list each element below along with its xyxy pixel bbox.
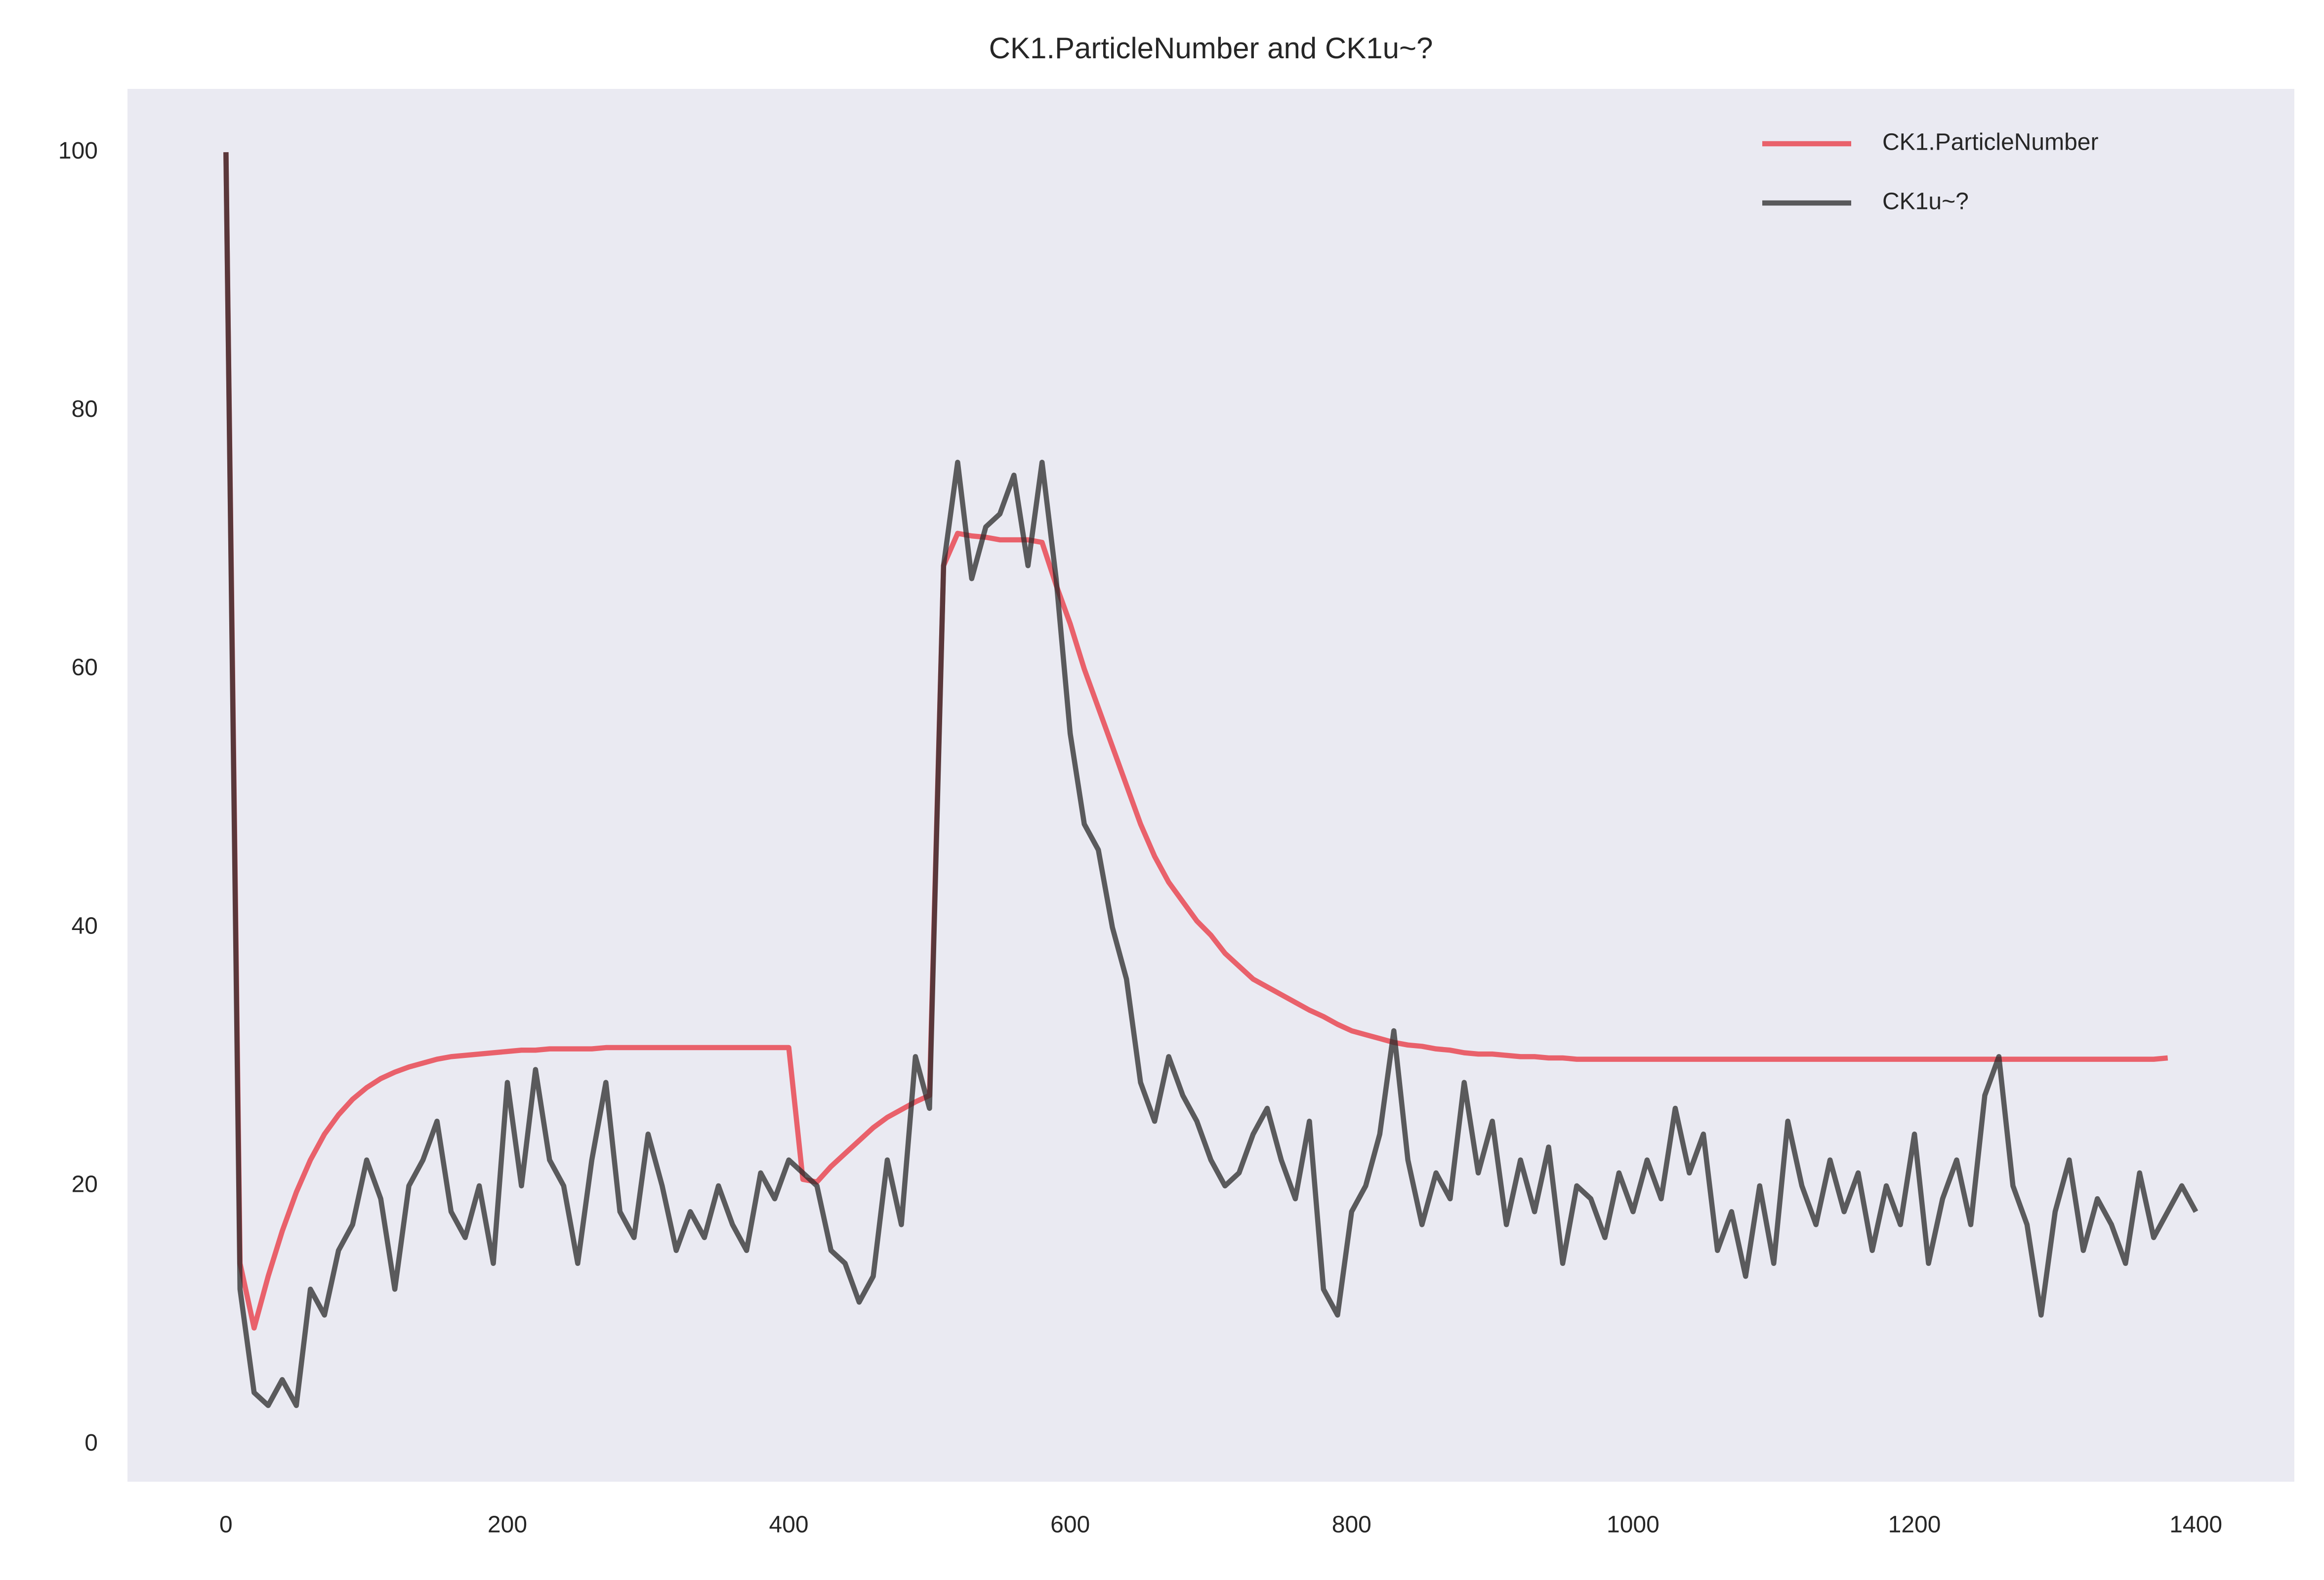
y-tick-label: 0 xyxy=(84,1430,98,1456)
x-tick-label: 600 xyxy=(1050,1512,1090,1538)
x-tick-label: 1200 xyxy=(1888,1512,1941,1538)
x-tick-label: 1000 xyxy=(1607,1512,1660,1538)
legend-label: CK1.ParticleNumber xyxy=(1882,129,2099,156)
y-tick-label: 40 xyxy=(72,913,98,939)
y-tick-label: 20 xyxy=(72,1172,98,1198)
x-tick-label: 200 xyxy=(488,1512,527,1538)
x-tick-label: 1400 xyxy=(2169,1512,2222,1538)
y-tick-label: 100 xyxy=(58,138,98,164)
x-tick-label: 0 xyxy=(219,1512,233,1538)
line-series xyxy=(223,152,2168,1331)
chart-title: CK1.ParticleNumber and CK1u~? xyxy=(989,32,1433,65)
plot-area xyxy=(127,89,2294,1482)
x-tick-label: 800 xyxy=(1332,1512,1371,1538)
x-tick-label: 400 xyxy=(769,1512,809,1538)
legend-label: CK1u~? xyxy=(1882,189,1969,215)
y-tick-label: 60 xyxy=(72,654,98,681)
legend: CK1.ParticleNumber CK1u~? xyxy=(1762,129,2099,215)
y-tick-label: 80 xyxy=(72,396,98,422)
line-series xyxy=(223,152,2199,1408)
